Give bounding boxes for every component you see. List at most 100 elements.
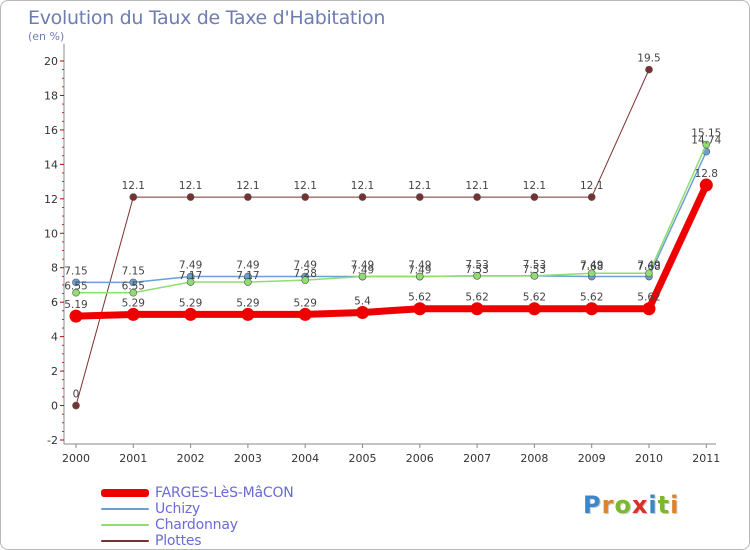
y-tick-label: 10 [44, 227, 58, 240]
data-point [415, 272, 424, 281]
data-point [473, 272, 481, 280]
logo-letter: P [583, 491, 602, 519]
data-point [413, 302, 427, 316]
data-point [72, 288, 80, 297]
legend-label: Plottes [155, 533, 202, 549]
data-point [244, 193, 252, 201]
data-label: 7.49 [236, 260, 259, 272]
x-tick-label: 2003 [234, 452, 262, 465]
data-label: 5.29 [236, 297, 259, 309]
data-point [356, 306, 369, 320]
y-unit-label: (en %) [28, 30, 65, 43]
logo-letter: t [657, 491, 671, 519]
data-point [129, 193, 138, 201]
data-label: 12.8 [695, 168, 718, 180]
data-label: 7.17 [179, 270, 202, 282]
data-label: 7.28 [294, 268, 317, 280]
y-tick-label: 20 [44, 55, 58, 68]
x-tick-label: 2001 [119, 452, 147, 465]
data-label: 5.4 [354, 296, 371, 308]
data-point [702, 140, 711, 149]
data-label: 7.49 [351, 265, 374, 277]
data-point [129, 288, 138, 297]
data-label: 7.49 [408, 265, 431, 277]
data-label: 5.29 [294, 297, 317, 309]
data-point [645, 269, 653, 278]
data-point [415, 193, 424, 201]
logo-letter: x [631, 491, 649, 519]
data-label: 7.49 [179, 260, 202, 272]
x-tick-label: 2004 [291, 452, 319, 465]
logo-letter: i [670, 491, 680, 519]
data-point [126, 307, 140, 321]
data-label: 12.1 [408, 180, 431, 192]
data-label: 12.1 [465, 180, 488, 192]
data-point [241, 307, 255, 321]
data-point [585, 302, 599, 316]
data-label: 7.68 [637, 261, 660, 273]
y-tick-label: 18 [44, 89, 58, 102]
legend-swatch [101, 540, 149, 542]
data-point [186, 193, 195, 201]
data-label: 7.53 [465, 264, 488, 276]
data-point [358, 193, 367, 201]
data-point [527, 302, 541, 316]
x-tick-label: 2002 [177, 452, 205, 465]
data-label: 7.49 [351, 260, 374, 272]
data-point [186, 278, 195, 286]
series-line-plottes [75, 69, 650, 406]
data-point [184, 307, 198, 321]
data-label: 12.1 [179, 180, 202, 192]
data-label: 5.29 [122, 297, 145, 309]
series-line-chardonnay [76, 144, 707, 294]
data-label: 0 [73, 389, 80, 401]
data-point [301, 276, 310, 284]
data-point [587, 193, 596, 201]
data-label: 12.1 [523, 180, 546, 192]
series-line-uchizy [76, 151, 707, 284]
y-tick-label: 0 [51, 400, 58, 413]
data-label: 7.53 [523, 264, 546, 276]
y-tick-label: 14 [44, 158, 58, 171]
data-point [470, 302, 484, 316]
legend-label: Chardonnay [155, 517, 238, 533]
legend-label: Uchizy [155, 501, 201, 517]
data-label: 19.5 [637, 53, 660, 65]
series-line-farges-l-s-m-con [75, 183, 710, 320]
data-label: 12.1 [236, 180, 259, 192]
data-label: 12.1 [294, 180, 317, 192]
legend-swatch [101, 524, 149, 526]
x-tick-label: 2000 [62, 452, 90, 465]
y-tick-label: 12 [44, 193, 58, 206]
legend-swatch [101, 508, 149, 510]
x-tick-label: 2006 [406, 452, 434, 465]
data-point [301, 193, 310, 201]
data-point [69, 309, 83, 323]
y-tick-label: 6 [51, 296, 58, 309]
data-label: 12.1 [122, 180, 145, 192]
y-tick-label: -2 [47, 434, 58, 447]
data-point [587, 269, 596, 278]
data-label: 7.15 [122, 265, 145, 277]
y-tick-label: 16 [44, 124, 58, 137]
data-point [645, 65, 653, 74]
data-point [358, 272, 367, 281]
legend-label: FARGES-LèS-MâCON [155, 485, 294, 501]
data-point [473, 193, 481, 201]
data-point [72, 401, 80, 410]
logo-letter: r [601, 491, 615, 519]
data-label: 7.49 [408, 260, 431, 272]
data-label: 6.55 [122, 281, 145, 293]
data-label: 7.49 [580, 260, 603, 272]
y-tick-label: 8 [51, 262, 58, 275]
logo-letter: o [614, 491, 632, 519]
data-point [530, 193, 539, 201]
data-label: 5.62 [637, 292, 660, 304]
data-label: 12.1 [580, 180, 603, 192]
data-label: 7.53 [523, 259, 546, 271]
data-label: 5.62 [580, 292, 603, 304]
data-label: 15.15 [691, 128, 721, 140]
x-tick-label: 2005 [349, 452, 377, 465]
